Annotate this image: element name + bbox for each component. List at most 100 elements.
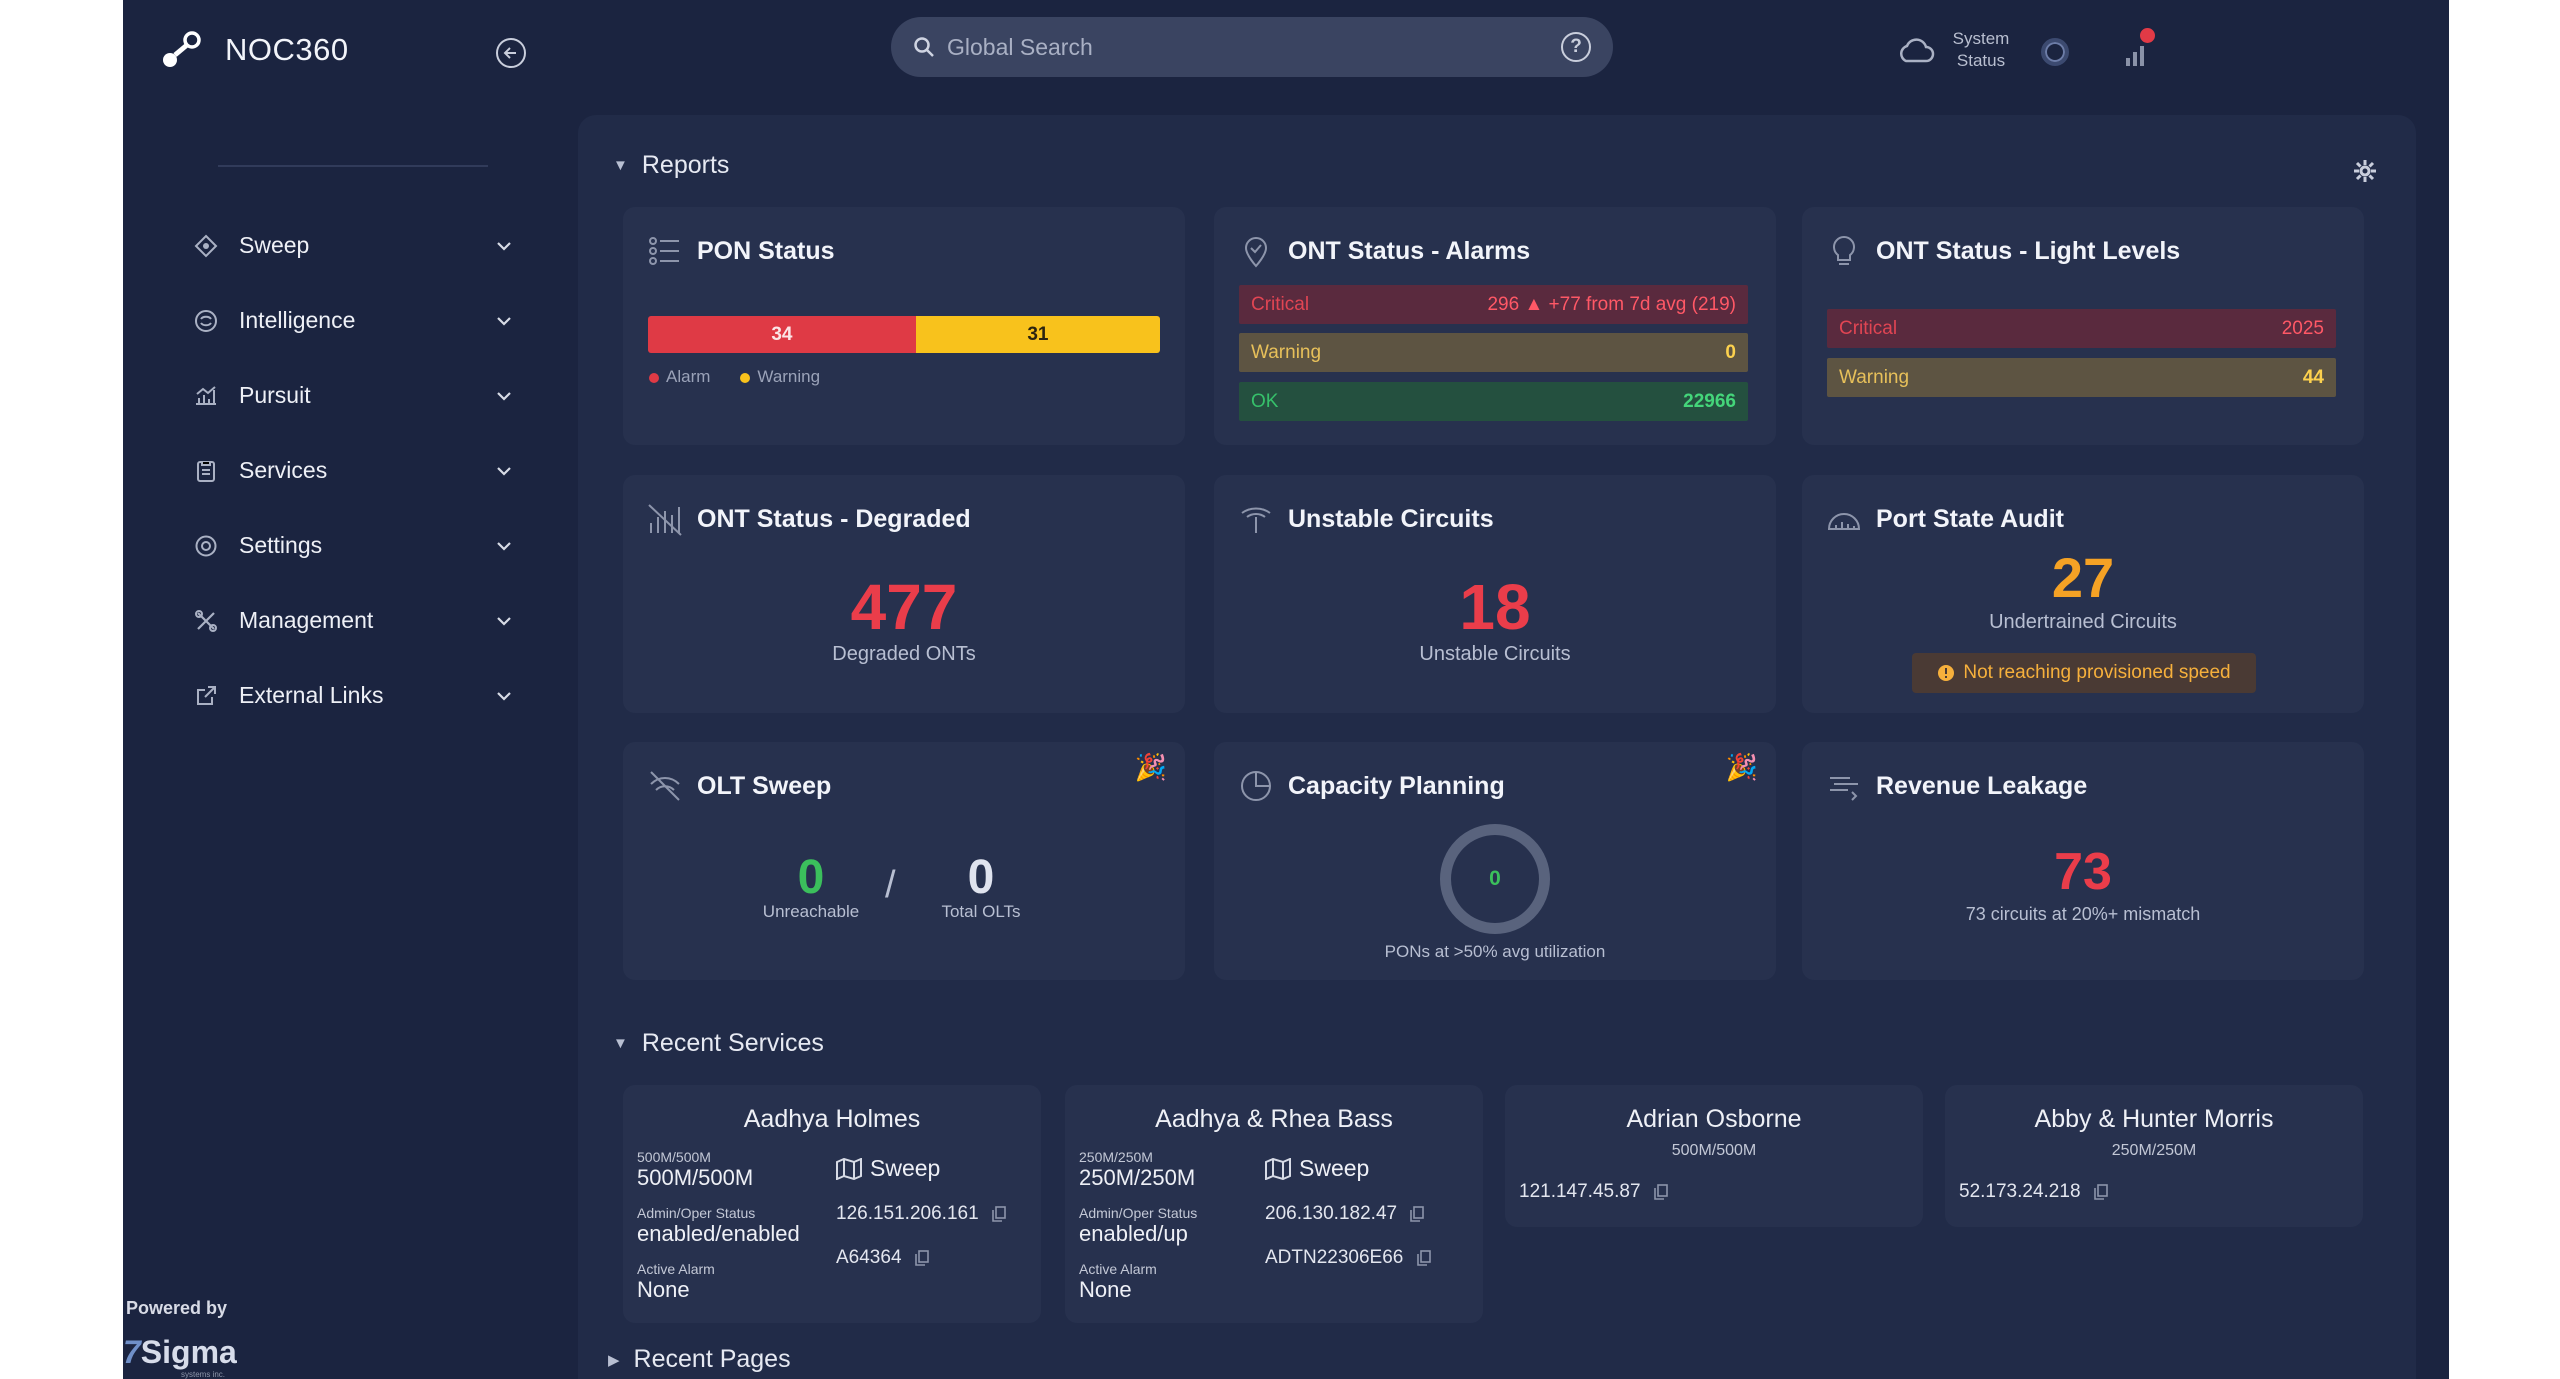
management-icon: [193, 608, 219, 634]
service-ip-value: 121.147.45.87: [1519, 1181, 1641, 1202]
map-icon: [1265, 1157, 1291, 1180]
critical-label: Critical: [1251, 293, 1310, 315]
sidebar-item-management[interactable]: Management: [193, 583, 533, 658]
service-ip: 52.173.24.218: [1959, 1181, 2108, 1203]
utilization-label: PONs at >50% avg utilization: [1384, 942, 1606, 961]
cloud-icon: [1900, 38, 1935, 63]
service-card[interactable]: Aadhya Holmes 500M/500M 500M/500M Admin/…: [623, 1085, 1041, 1323]
sweep-link[interactable]: Sweep: [1265, 1155, 1369, 1182]
recent-pages-toggle[interactable]: ▶ Recent Pages: [608, 1345, 791, 1374]
lightbulb-icon: [1833, 236, 1855, 265]
warning-value: 0: [1725, 341, 1736, 363]
no-connection-icon: [650, 771, 680, 801]
recent-services-title: Recent Services: [641, 1029, 824, 1057]
warning-row[interactable]: Warning 44: [1827, 358, 2336, 397]
copy-icon[interactable]: [992, 1206, 1006, 1222]
sidebar-item-pursuit[interactable]: Pursuit: [193, 358, 533, 433]
pon-warning-segment[interactable]: 31: [915, 316, 1160, 353]
ont-alarms-card[interactable]: ONT Status - Alarms Critical 296 ▲ +77 f…: [1214, 207, 1776, 445]
alert-badge-dot: [2140, 28, 2155, 43]
service-speed-small: 250M/250M: [1079, 1149, 1153, 1165]
critical-row[interactable]: Critical 2025: [1827, 309, 2336, 348]
sidebar-item-label: Pursuit: [239, 382, 311, 408]
ont-light-levels-card[interactable]: ONT Status - Light Levels Critical 2025 …: [1802, 207, 2364, 445]
vendor-logo-name: Sigma: [140, 1334, 237, 1370]
degraded-count: 477: [850, 571, 958, 643]
services-icon: [193, 458, 219, 484]
admin-oper-status: enabled/enabled: [637, 1221, 800, 1246]
sidebar-item-settings[interactable]: Settings: [193, 508, 533, 583]
notifications-button[interactable]: [2118, 28, 2158, 70]
sidebar-item-sweep[interactable]: Sweep: [193, 208, 533, 283]
reports-section-toggle[interactable]: ▼ Reports: [613, 151, 729, 180]
caret-right-icon: ▶: [608, 1351, 620, 1369]
service-card[interactable]: Aadhya & Rhea Bass 250M/250M 250M/250M A…: [1065, 1085, 1483, 1323]
pon-status-card[interactable]: PON Status 34 31 Alarm Warning: [623, 207, 1185, 445]
admin-oper-status-label: Admin/Oper Status: [637, 1205, 756, 1221]
sweep-label: Sweep: [870, 1155, 941, 1181]
copy-icon[interactable]: [914, 1250, 929, 1266]
card-title: Unstable Circuits: [1288, 504, 1494, 533]
service-card[interactable]: Adrian Osborne 500M/500M 121.147.45.87: [1505, 1085, 1923, 1227]
pon-legend: Alarm Warning: [649, 367, 820, 387]
service-id: A64364: [836, 1247, 929, 1269]
vendor-logo[interactable]: 7 Sigma systems inc.: [123, 1334, 237, 1379]
search-input[interactable]: [945, 32, 1561, 62]
ok-row[interactable]: OK 22966: [1239, 382, 1748, 421]
sidebar-item-services[interactable]: Services: [193, 433, 533, 508]
admin-oper-status-label: Admin/Oper Status: [1079, 1205, 1198, 1221]
chevron-down-icon: [497, 316, 511, 326]
service-speed: 250M/250M: [2111, 1142, 2197, 1159]
active-alarm-label: Active Alarm: [637, 1261, 715, 1277]
help-icon[interactable]: ?: [1561, 32, 1591, 62]
copy-icon[interactable]: [1410, 1206, 1425, 1222]
service-ip: 126.151.206.161: [836, 1203, 1006, 1225]
loading-spinner-icon: [2041, 38, 2069, 66]
pon-alarm-segment[interactable]: 34: [648, 316, 916, 353]
service-id-value: A64364: [836, 1247, 902, 1268]
sidebar-item-label: External Links: [239, 682, 384, 708]
caret-down-icon: ▼: [613, 157, 628, 174]
list-icon: [649, 237, 679, 265]
chevron-down-icon: [497, 616, 511, 626]
legend-warning: Warning: [740, 367, 820, 387]
unstable-circuits-card[interactable]: Unstable Circuits 18 Unstable Circuits: [1214, 475, 1776, 713]
capacity-planning-card[interactable]: Capacity Planning 🎉 0 PONs at >50% avg u…: [1214, 742, 1776, 980]
sidebar-item-intelligence[interactable]: Intelligence: [193, 283, 533, 358]
admin-oper-status: enabled/up: [1079, 1221, 1188, 1246]
copy-icon[interactable]: [1416, 1250, 1431, 1266]
search-icon: [914, 37, 934, 57]
warning-row[interactable]: Warning 0: [1239, 333, 1748, 372]
ont-degraded-card[interactable]: ONT Status - Degraded 477 Degraded ONTs: [623, 475, 1185, 713]
copy-icon[interactable]: [2093, 1184, 2108, 1200]
sidebar-item-external-links[interactable]: External Links: [193, 658, 533, 733]
utilization-value: 0: [1489, 867, 1501, 890]
gear-icon[interactable]: [2353, 159, 2377, 183]
service-name: Adrian Osborne: [1626, 1105, 1802, 1133]
app-logo[interactable]: NOC360: [161, 30, 349, 70]
sweep-link[interactable]: Sweep: [836, 1155, 940, 1182]
collapse-sidebar-button[interactable]: [496, 38, 526, 68]
external-link-icon: [193, 683, 219, 709]
main-panel: ▼ Reports PON Status 34 31 Alarm: [578, 115, 2416, 1379]
service-name: Abby & Hunter Morris: [2034, 1105, 2274, 1133]
sidebar-divider: [218, 165, 488, 167]
active-alarm: None: [637, 1277, 690, 1302]
global-search-bar: ?: [891, 17, 1613, 77]
sidebar-item-label: Sweep: [239, 232, 310, 258]
system-status[interactable]: System Status: [1896, 28, 2016, 72]
pon-status-bar: 34 31: [648, 316, 1160, 353]
olt-sweep-card[interactable]: OLT Sweep 🎉 0 Unreachable / 0 Total OLTs: [623, 742, 1185, 980]
unstable-label: Unstable Circuits: [1419, 643, 1571, 665]
recent-services-toggle[interactable]: ▼ Recent Services: [613, 1029, 824, 1058]
service-card[interactable]: Abby & Hunter Morris 250M/250M 52.173.24…: [1945, 1085, 2363, 1227]
port-state-audit-card[interactable]: Port State Audit 27 Undertrained Circuit…: [1802, 475, 2364, 713]
critical-row[interactable]: Critical 296 ▲ +77 from 7d avg (219): [1239, 285, 1748, 324]
chevron-down-icon: [497, 466, 511, 476]
vendor-logo-sub: systems inc.: [181, 1370, 226, 1379]
party-popper-icon: 🎉: [1725, 752, 1758, 782]
chevron-down-icon: [497, 241, 511, 251]
card-title: OLT Sweep: [697, 771, 832, 800]
revenue-leakage-card[interactable]: Revenue Leakage 73 73 circuits at 20%+ m…: [1802, 742, 2364, 980]
copy-icon[interactable]: [1653, 1184, 1668, 1200]
